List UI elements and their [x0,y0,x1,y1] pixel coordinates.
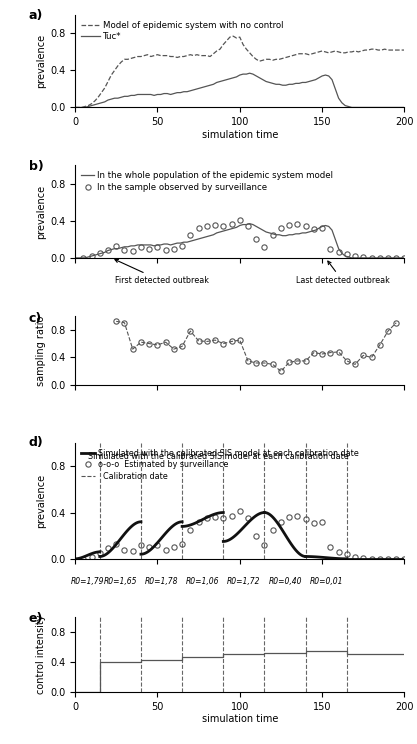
Text: R0=0,01: R0=0,01 [309,577,343,586]
Text: a): a) [29,10,43,22]
Text: First detected outbreak: First detected outbreak [115,260,208,286]
Legend: Model of epidemic system with no control, Tuc*: Model of epidemic system with no control… [79,19,286,43]
Text: R0=1,72: R0=1,72 [227,577,261,586]
Text: R0=1,06: R0=1,06 [186,577,219,586]
Text: R0=1,65: R0=1,65 [103,577,137,586]
Legend: Simulated with the calibrated SIS model at each calibration date, o-o-o  Estimat: Simulated with the calibrated SIS model … [79,447,361,482]
Text: c): c) [29,312,42,324]
Legend: In the whole population of the epidemic system model, In the sample observed by : In the whole population of the epidemic … [79,170,335,193]
Y-axis label: sampling ratio: sampling ratio [36,315,46,385]
Y-axis label: prevalence: prevalence [36,185,46,239]
Text: R0=0,40: R0=0,40 [268,577,302,586]
Y-axis label: prevalence: prevalence [36,474,46,528]
Text: R0=1,79: R0=1,79 [70,577,104,586]
X-axis label: simulation time: simulation time [201,714,278,725]
Text: e): e) [29,612,43,625]
Y-axis label: prevalence: prevalence [36,34,46,89]
X-axis label: simulation time: simulation time [201,130,278,140]
Text: Simulated with the calibrated SIS model at each calibration date: Simulated with the calibrated SIS model … [88,452,349,461]
Text: R0=1,78: R0=1,78 [145,577,178,586]
Text: d): d) [29,436,44,449]
Text: b): b) [29,160,44,173]
Text: Last detected outbreak: Last detected outbreak [296,261,389,286]
Y-axis label: control intensity: control intensity [36,615,46,694]
